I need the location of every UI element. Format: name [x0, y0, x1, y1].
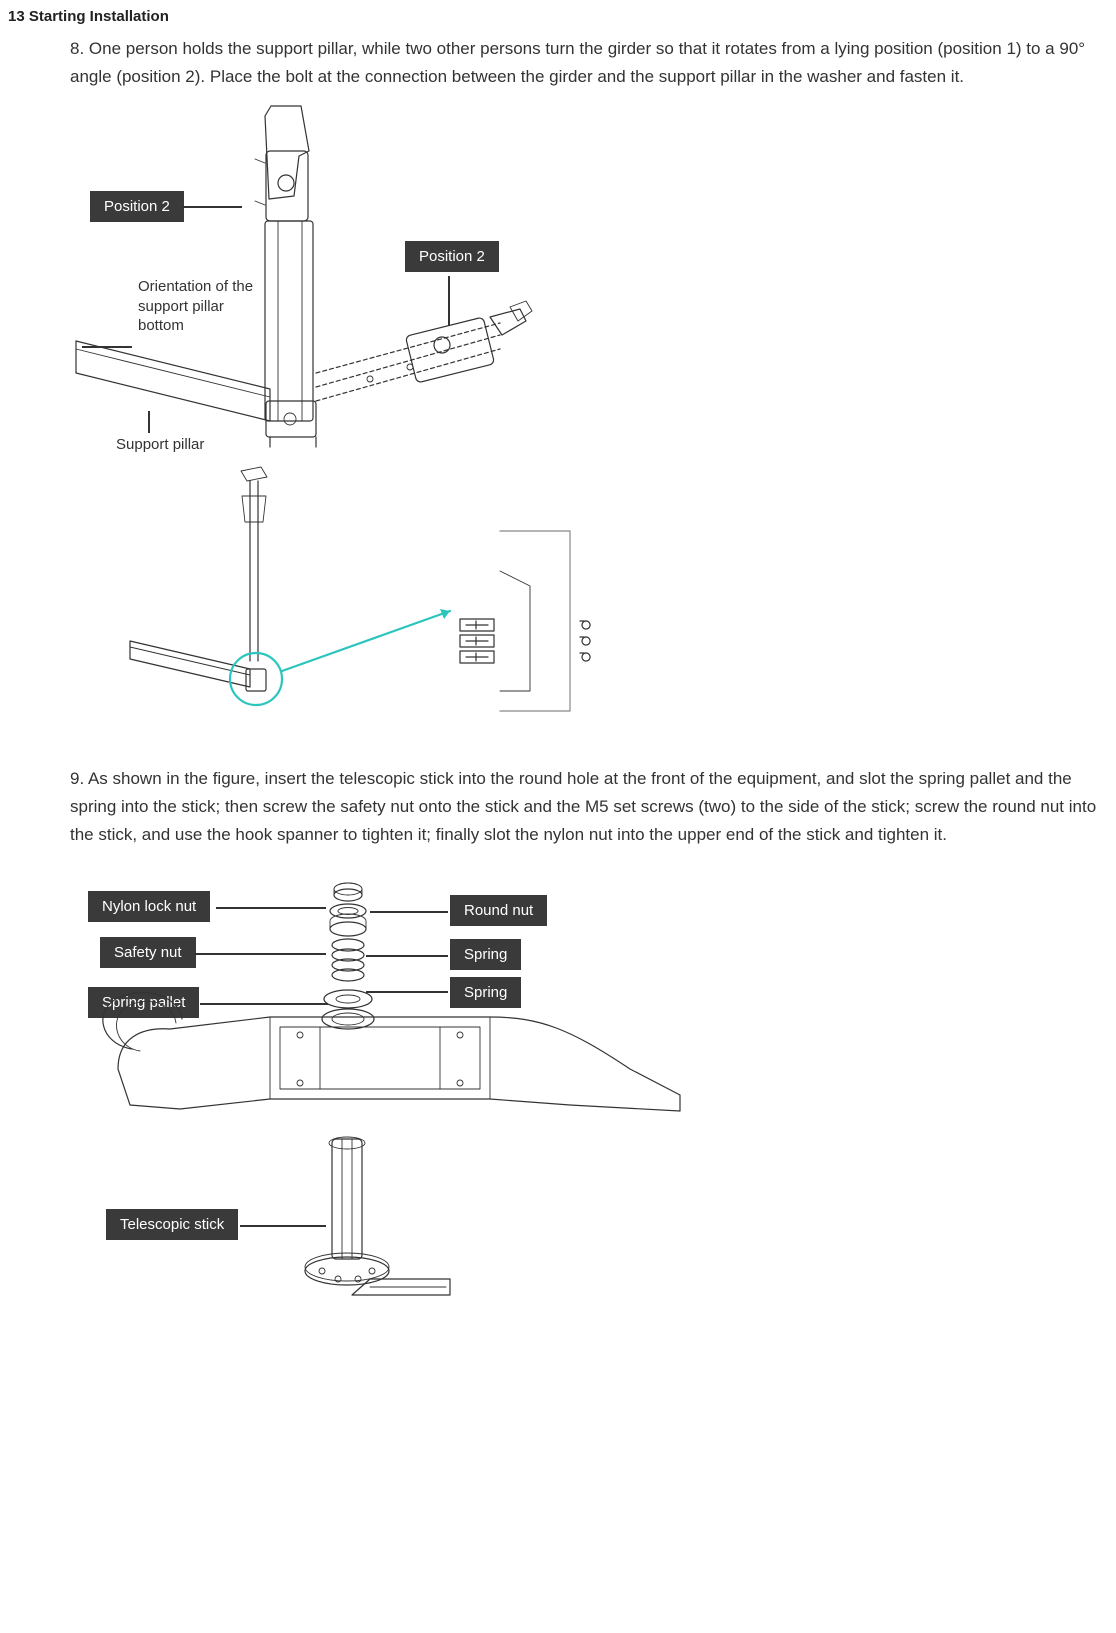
step-9-text: 9. As shown in the figure, insert the te…	[70, 765, 1098, 849]
figure-2: Nylon lock nut Safety nut Spring pallet …	[70, 859, 1098, 1359]
figure-1: Position 2 Position 2 Orientation of the…	[70, 101, 1098, 751]
figure-1-drawing	[70, 101, 630, 751]
figure-2-drawing	[70, 859, 710, 1359]
page-header: 13 Starting Installation	[0, 8, 1116, 35]
step-8-text: 8. One person holds the support pillar, …	[70, 35, 1098, 91]
page-header-text: 13 Starting Installation	[8, 8, 169, 25]
content: 8. One person holds the support pillar, …	[0, 35, 1116, 1359]
